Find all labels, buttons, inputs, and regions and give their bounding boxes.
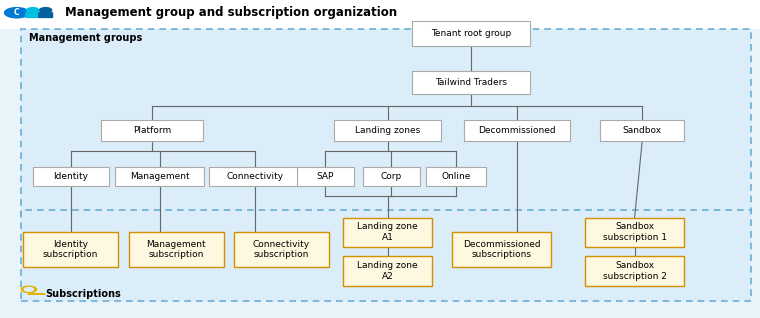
FancyBboxPatch shape — [100, 120, 204, 141]
Text: Subscriptions: Subscriptions — [46, 289, 122, 299]
FancyBboxPatch shape — [426, 167, 486, 186]
FancyBboxPatch shape — [585, 256, 684, 286]
FancyBboxPatch shape — [585, 218, 684, 247]
Circle shape — [21, 286, 36, 293]
Text: Management: Management — [130, 172, 189, 181]
Text: Identity
subscription: Identity subscription — [43, 240, 98, 259]
Circle shape — [5, 8, 29, 18]
FancyBboxPatch shape — [343, 218, 432, 247]
Text: Management groups: Management groups — [29, 33, 142, 43]
Text: Sandbox: Sandbox — [622, 126, 662, 135]
FancyBboxPatch shape — [115, 167, 204, 186]
Circle shape — [24, 287, 33, 291]
Circle shape — [27, 8, 39, 13]
Text: Landing zone
A2: Landing zone A2 — [357, 261, 418, 281]
Text: C: C — [14, 8, 20, 17]
Text: Management
subscription: Management subscription — [147, 240, 206, 259]
Text: Identity: Identity — [53, 172, 88, 181]
FancyBboxPatch shape — [334, 120, 441, 141]
Text: Sandbox
subscription 2: Sandbox subscription 2 — [603, 261, 667, 281]
FancyBboxPatch shape — [343, 256, 432, 286]
Text: Landing zone
A1: Landing zone A1 — [357, 222, 418, 242]
Text: Online: Online — [442, 172, 470, 181]
Text: Tailwind Traders: Tailwind Traders — [435, 78, 507, 87]
FancyBboxPatch shape — [296, 167, 354, 186]
FancyBboxPatch shape — [363, 167, 420, 186]
FancyBboxPatch shape — [23, 232, 119, 267]
Text: Connectivity: Connectivity — [226, 172, 283, 181]
Text: Sandbox
subscription 1: Sandbox subscription 1 — [603, 222, 667, 242]
FancyBboxPatch shape — [234, 232, 328, 267]
Text: Management group and subscription organization: Management group and subscription organi… — [65, 6, 397, 19]
Circle shape — [40, 8, 52, 13]
FancyBboxPatch shape — [129, 232, 223, 267]
FancyBboxPatch shape — [209, 167, 300, 186]
FancyBboxPatch shape — [600, 120, 684, 141]
Text: Corp: Corp — [381, 172, 402, 181]
FancyBboxPatch shape — [0, 0, 760, 29]
Text: Landing zones: Landing zones — [355, 126, 420, 135]
FancyBboxPatch shape — [25, 12, 40, 18]
FancyBboxPatch shape — [38, 12, 53, 18]
Text: Connectivity
subscription: Connectivity subscription — [252, 240, 310, 259]
Text: Decommissioned
subscriptions: Decommissioned subscriptions — [463, 240, 540, 259]
Text: Tenant root group: Tenant root group — [431, 29, 511, 38]
FancyBboxPatch shape — [412, 71, 530, 94]
Text: Platform: Platform — [133, 126, 171, 135]
FancyBboxPatch shape — [412, 21, 530, 46]
Text: Decommissioned: Decommissioned — [478, 126, 556, 135]
FancyBboxPatch shape — [33, 167, 109, 186]
Text: SAP: SAP — [317, 172, 334, 181]
FancyBboxPatch shape — [452, 232, 551, 267]
FancyBboxPatch shape — [28, 293, 45, 295]
FancyBboxPatch shape — [21, 210, 751, 301]
FancyBboxPatch shape — [21, 29, 751, 219]
FancyBboxPatch shape — [464, 120, 570, 141]
